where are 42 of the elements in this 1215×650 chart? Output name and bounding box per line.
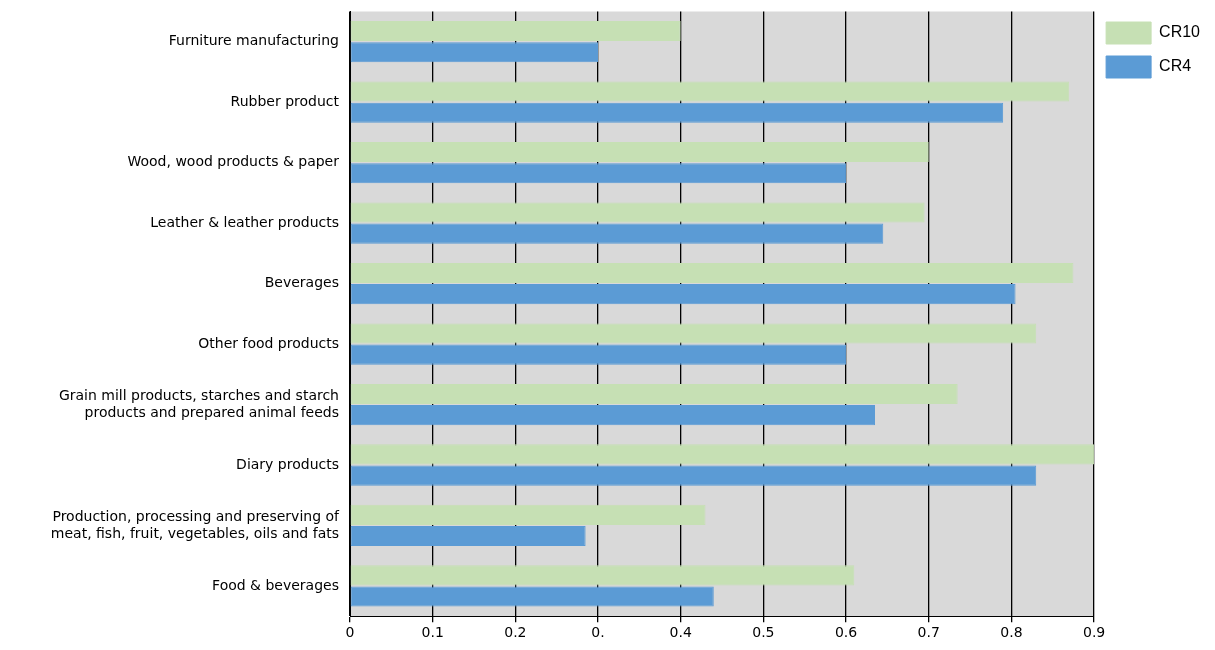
legend-label: CR4 — [1159, 57, 1192, 75]
y-tick-label: Furniture manufacturing — [168, 32, 339, 49]
bar — [350, 586, 714, 607]
x-tick-label: 0.9 — [1082, 624, 1106, 641]
y-tick-label: Other food products — [198, 334, 339, 351]
bar — [350, 262, 1074, 284]
x-tick-label: 0.6 — [834, 624, 858, 641]
y-tick-label: Rubber product — [230, 92, 340, 109]
x-tick-label: 0.1 — [421, 624, 444, 641]
x-tick-label: 0.2 — [504, 624, 527, 641]
bar — [350, 102, 1004, 123]
y-tick-label: Diary products — [236, 455, 339, 472]
bar — [350, 565, 855, 586]
bar — [350, 444, 1095, 465]
x-tick-label: 0.4 — [669, 624, 692, 641]
y-tick-label: Grain mill products, starches and starch products and prepared animal feeds — [58, 386, 339, 420]
x-tick-label: 0.7 — [917, 624, 940, 641]
bar — [350, 465, 1037, 486]
bar — [350, 81, 1070, 102]
y-tick-label: Beverages — [264, 274, 339, 291]
bar — [350, 504, 706, 525]
bar — [350, 202, 925, 223]
y-tick-label: Food & beverages — [212, 576, 339, 593]
bar — [350, 526, 586, 547]
y-tick-label: Production, processing and preserving of meat, fish, fruit, vegetables, oils and fats — [50, 507, 341, 541]
bar — [350, 141, 929, 163]
y-tick-label: Leather & leather products — [150, 213, 339, 230]
bar — [350, 223, 884, 244]
bar — [350, 21, 681, 42]
bar — [350, 42, 599, 63]
bar — [350, 405, 875, 426]
bar — [350, 284, 1016, 305]
legend-label: CR10 — [1159, 23, 1201, 41]
bar — [350, 344, 847, 365]
x-tick-label: 0.5 — [752, 624, 775, 641]
bar — [350, 323, 1037, 344]
x-tick-label: 0 — [345, 624, 355, 641]
x-tick-label: 0.8 — [1000, 624, 1023, 641]
y-tick-label: Wood, wood products & paper — [127, 153, 340, 170]
x-tick-label: 0. — [591, 624, 605, 641]
bar — [350, 383, 958, 404]
bar — [350, 163, 847, 184]
